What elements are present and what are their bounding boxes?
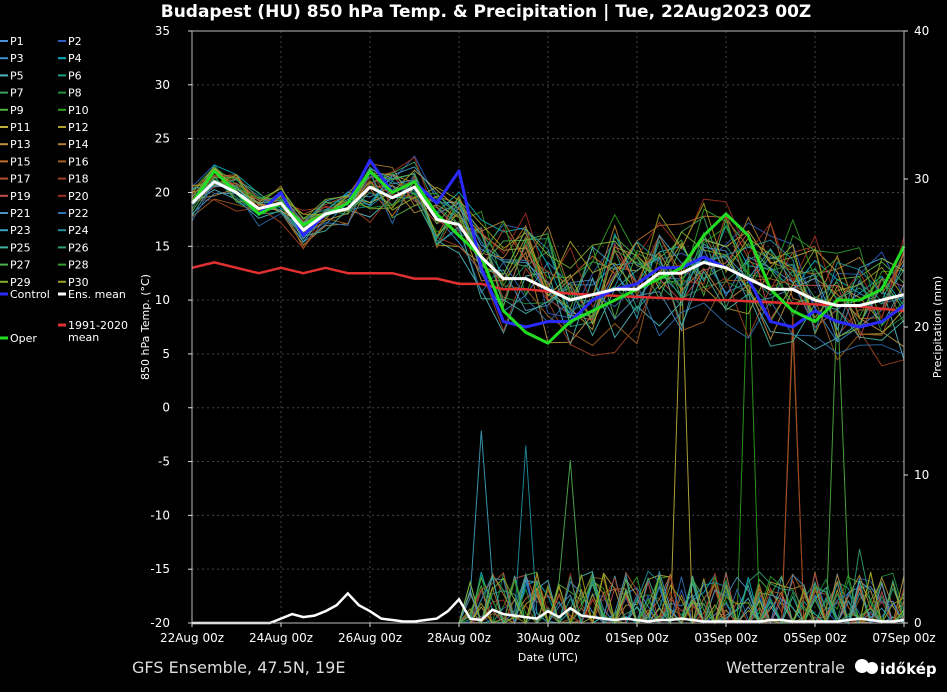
- legend-label: P9: [10, 104, 24, 117]
- y-tick-label: 30: [155, 78, 170, 92]
- legend-label: P2: [68, 35, 82, 48]
- x-tick-label: 03Sep 00z: [694, 631, 757, 645]
- legend-label: P21: [10, 207, 31, 220]
- y-axis-right: 40 30 20 10 0: [904, 24, 929, 630]
- legend-label: P25: [10, 241, 31, 254]
- member-p25: [191, 168, 905, 347]
- member-p27: [191, 172, 905, 327]
- y2-tick-label: 40: [914, 24, 929, 38]
- y2-tick-label: 0: [914, 616, 922, 630]
- legend-label: mean: [68, 331, 99, 344]
- legend-label: P4: [68, 52, 82, 65]
- series-oper: [190, 169, 906, 345]
- member-p20: [191, 156, 905, 320]
- x-tick-label: 01Sep 00z: [605, 631, 668, 645]
- y-tick-label: -10: [150, 508, 170, 522]
- y-tick-label: -5: [158, 455, 170, 469]
- x-tick-label: 26Aug 00z: [338, 631, 402, 645]
- idokep-logo: időkép: [855, 659, 937, 678]
- y-tick-label: -15: [150, 562, 170, 576]
- x-axis: 22Aug 00z 24Aug 00z 26Aug 00z 28Aug 00z 30Au…: [160, 623, 936, 645]
- y2-axis-label: Precipitation (mm): [931, 276, 944, 378]
- x-tick-label: 24Aug 00z: [249, 631, 313, 645]
- legend-label: P18: [68, 173, 89, 186]
- legend-label: P6: [68, 69, 82, 82]
- x-tick-label: 28Aug 00z: [427, 631, 491, 645]
- precip-ens-mean: [192, 591, 905, 625]
- cloud-icon: [855, 659, 869, 673]
- legend-label: P8: [68, 87, 82, 100]
- series-ens-mean: [190, 180, 905, 307]
- y-tick-label: 25: [155, 132, 170, 146]
- footer-model: GFS Ensemble, 47.5N, 19E: [132, 658, 345, 677]
- legend-label: P29: [10, 276, 31, 289]
- series-control: [190, 158, 905, 329]
- legend-label: P13: [10, 138, 31, 151]
- legend-label: P17: [10, 173, 31, 186]
- x-axis-label: Date (UTC): [518, 651, 578, 664]
- y-tick-label: 0: [162, 401, 170, 415]
- y-tick-label: 20: [155, 185, 170, 199]
- legend-label: P28: [68, 259, 89, 272]
- x-tick-label: 07Sep 00z: [872, 631, 935, 645]
- legend-label: P23: [10, 224, 31, 237]
- footer-source: Wetterzentrale: [726, 658, 845, 677]
- legend-label: P5: [10, 69, 24, 82]
- y2-tick-label: 20: [914, 320, 929, 334]
- legend-label: P3: [10, 52, 24, 65]
- legend-label: P24: [68, 224, 89, 237]
- y-tick-label: -20: [150, 616, 170, 630]
- legend-label: P7: [10, 87, 24, 100]
- y-axis-left: 35 30 25 20 15 10 5 0 -5 -10 -15 -20: [150, 24, 192, 630]
- legend: P1 P2 P3 P4 P5 P6 P7 P8 P9 P10 P11 P12 P13 P14 P15 P16 P…: [0, 35, 128, 345]
- legend-label: P15: [10, 155, 31, 168]
- legend-label: P26: [68, 241, 89, 254]
- y2-tick-label: 30: [914, 172, 929, 186]
- member-p29: [191, 168, 905, 338]
- x-tick-label: 05Sep 00z: [783, 631, 846, 645]
- y-tick-label: 10: [155, 293, 170, 307]
- legend-label: P12: [68, 121, 89, 134]
- legend-label: P27: [10, 259, 31, 272]
- y2-tick-label: 10: [914, 468, 929, 482]
- legend-label: 1991-2020: [68, 319, 128, 332]
- chart-title: Budapest (HU) 850 hPa Temp. & Precipitat…: [161, 2, 812, 22]
- cloud-icon-part: [866, 662, 878, 674]
- y-tick-label: 5: [162, 347, 170, 361]
- legend-label: Ens. mean: [68, 288, 126, 301]
- member-p23: [191, 166, 905, 331]
- legend-label: P11: [10, 121, 31, 134]
- highlight-series: [190, 158, 906, 345]
- legend-label: Control: [10, 288, 50, 301]
- y-tick-label: 15: [155, 239, 170, 253]
- legend-label: P20: [68, 190, 89, 203]
- y-axis-label: 850 hPa Temp. (°C): [139, 274, 152, 380]
- x-tick-label: 30Aug 00z: [516, 631, 580, 645]
- legend-label: Oper: [10, 332, 37, 345]
- y-tick-label: 35: [155, 24, 170, 38]
- legend-label: P1: [10, 35, 24, 48]
- watermark: időkép: [880, 660, 937, 678]
- legend-label: P19: [10, 190, 31, 203]
- member-p16: [191, 167, 905, 361]
- legend-label: P14: [68, 138, 89, 151]
- legend-label: P16: [68, 155, 89, 168]
- legend-label: P10: [68, 104, 89, 117]
- x-tick-label: 22Aug 00z: [160, 631, 224, 645]
- legend-label: P30: [68, 276, 89, 289]
- legend-label: P22: [68, 207, 89, 220]
